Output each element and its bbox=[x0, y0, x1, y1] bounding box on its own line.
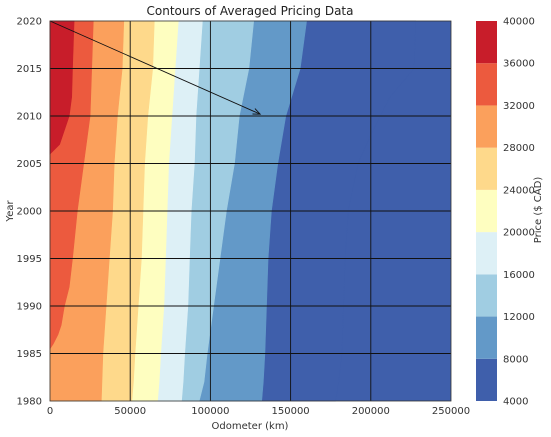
x-axis: 0 50000 100000 150000 200000 250000 bbox=[47, 406, 470, 417]
colorbar-title: Price ($ CAD) bbox=[533, 177, 544, 244]
colorbar-segment bbox=[476, 274, 497, 317]
y-tick-label: 2005 bbox=[17, 159, 42, 170]
y-tick-label: 1990 bbox=[17, 302, 42, 313]
x-tick-label: 0 bbox=[47, 406, 53, 417]
y-tick-label: 1995 bbox=[17, 254, 42, 265]
plot-frame bbox=[49, 20, 452, 402]
y-axis-title: Year bbox=[5, 200, 16, 223]
colorbar-tick-label: 36000 bbox=[503, 59, 535, 70]
colorbar-segment bbox=[476, 232, 497, 275]
colorbar-tick-label: 8000 bbox=[503, 354, 528, 365]
colorbar-segment bbox=[476, 358, 497, 401]
colorbar-tick-label: 40000 bbox=[503, 17, 535, 28]
x-tick-label: 100000 bbox=[191, 406, 229, 417]
colorbar-segment bbox=[476, 21, 497, 64]
colorbar-segment bbox=[476, 189, 497, 233]
colorbar-segment bbox=[476, 105, 497, 148]
colorbar-tick-label: 4000 bbox=[503, 397, 528, 408]
annotation-arrow-line bbox=[49, 20, 261, 115]
colorbar-tick-label: 32000 bbox=[503, 101, 535, 112]
colorbar-segment bbox=[476, 316, 497, 359]
colorbar-segment bbox=[476, 63, 497, 106]
x-tick-label: 250000 bbox=[432, 406, 470, 417]
colorbar-segment bbox=[476, 147, 497, 190]
annotation-layer bbox=[49, 20, 452, 402]
x-tick-label: 50000 bbox=[114, 406, 146, 417]
y-tick-label: 1985 bbox=[17, 349, 42, 360]
colorbar-tick-label: 20000 bbox=[503, 228, 535, 239]
colorbar-tick-label: 12000 bbox=[503, 312, 535, 323]
colorbar-tick-label: 16000 bbox=[503, 270, 535, 281]
colorbar-tick-label: 28000 bbox=[503, 143, 535, 154]
y-tick-label: 1980 bbox=[17, 397, 42, 408]
grid-lines bbox=[50, 21, 451, 401]
y-tick-label: 2010 bbox=[17, 112, 42, 123]
annotation-arrow-head bbox=[252, 108, 262, 115]
y-tick-label: 2015 bbox=[17, 64, 42, 75]
y-tick-label: 2020 bbox=[17, 17, 42, 28]
y-axis: 1980 1985 1990 1995 2000 2005 2010 2015 2020 bbox=[17, 17, 42, 408]
x-axis-title: Odometer (km) bbox=[212, 421, 289, 432]
colorbar: 4000 8000 12000 16000 20000 24000 28000 32000 36… bbox=[476, 17, 535, 408]
chart-title: Contours of Averaged Pricing Data bbox=[147, 4, 354, 18]
y-tick-label: 2000 bbox=[17, 207, 42, 218]
x-tick-label: 200000 bbox=[352, 406, 390, 417]
colorbar-tick-label: 24000 bbox=[503, 185, 535, 196]
x-tick-label: 150000 bbox=[272, 406, 310, 417]
